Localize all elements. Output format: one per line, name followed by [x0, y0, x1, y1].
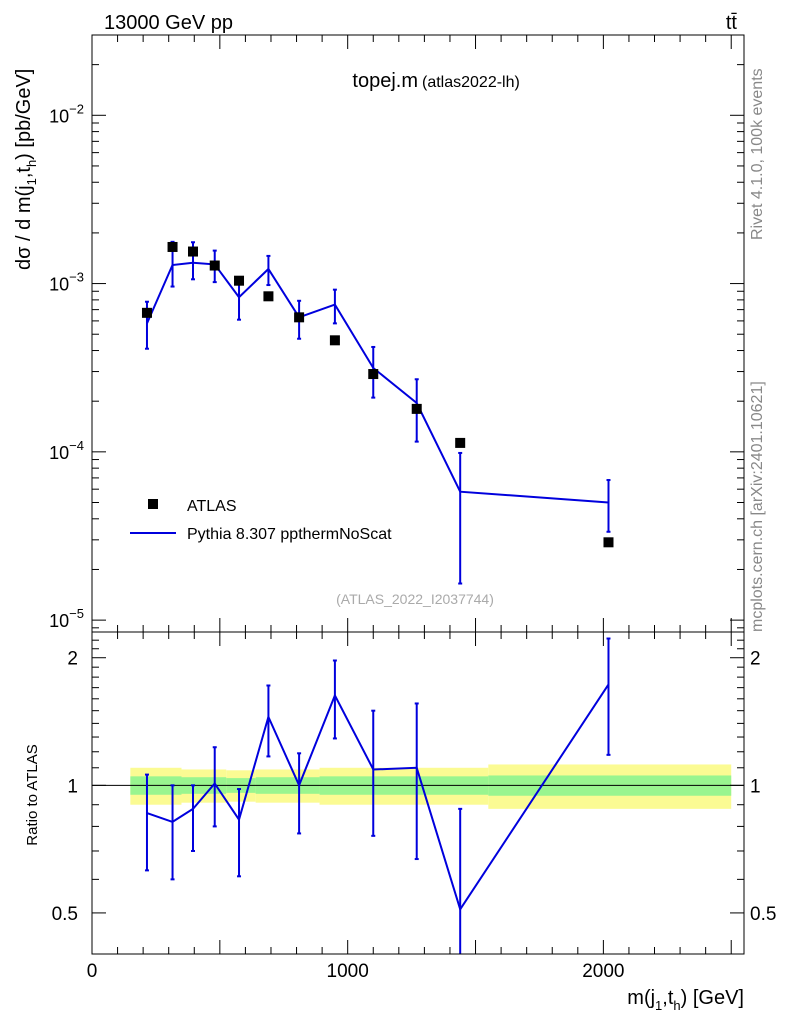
data-point: [294, 312, 305, 323]
legend-data-label: ATLAS: [187, 498, 237, 515]
ratio-y-ticks: 0.5 0.5 1 1 2 2: [52, 639, 776, 955]
x-axis-label: m(j1,th) [GeV]: [627, 987, 744, 1013]
main-plot-area: [141, 240, 614, 585]
plot-title: topej.m: [352, 70, 418, 92]
energy-label: 13000 GeV pp: [104, 12, 233, 34]
main-x-ticks: [91, 35, 732, 632]
ratio-x-ticks: 0 1000 2000: [87, 632, 732, 982]
x-tick-label: 2000: [582, 961, 624, 982]
process-label: tt̄: [726, 12, 738, 34]
ratio-series-line: [146, 683, 610, 912]
legend-data-marker: [148, 499, 158, 509]
ratio-bands: [130, 764, 732, 809]
main-y-tick-label: 10−2: [49, 101, 84, 126]
data-point: [603, 537, 614, 548]
ratio-y-tick-label-right: 0.5: [750, 904, 776, 925]
data-point: [167, 241, 178, 252]
rivet-label: Rivet 4.1.0, 100k events: [749, 68, 766, 240]
data-point: [263, 291, 274, 302]
data-point: [329, 335, 340, 346]
ratio-y-tick-label-left: 1: [67, 776, 78, 797]
data-point: [141, 307, 152, 318]
data-point: [187, 246, 198, 257]
mc-series-line: [146, 261, 609, 504]
ratio-y-tick-label-left: 2: [67, 649, 78, 670]
x-tick-label: 1000: [327, 961, 369, 982]
ratio-panel: 0.5 0.5 1 1 2 2 0 1000 2000 Ratio to ATLAS m(j1…: [24, 631, 776, 1013]
main-y-tick-label: 10−3: [49, 270, 84, 295]
main-panel: 10−210−310−410−5 topej.m (atlas2022-lh) …: [13, 34, 745, 633]
main-y-tick-label: 10−5: [49, 606, 84, 631]
data-point: [368, 369, 379, 380]
data-point: [455, 437, 466, 448]
plot-subtitle: (atlas2022-lh): [422, 74, 520, 91]
ratio-series-group: [144, 637, 611, 954]
data-point: [234, 275, 245, 286]
main-y-tick-label: 10−4: [49, 438, 84, 463]
data-point: [209, 260, 220, 271]
main-y-axis-label: dσ / d m(j1,th) [pb/GeV]: [13, 69, 39, 270]
ratio-plot-area: [144, 637, 611, 954]
main-y-ticks: 10−2 10−3 10−4 10−5: [49, 34, 744, 631]
x-tick-label: 0: [87, 961, 98, 982]
ratio-frame: [91, 631, 745, 955]
watermark: (ATLAS_2022_I2037744): [336, 591, 494, 607]
legend-mc-label: Pythia 8.307 ppthermNoScat: [187, 526, 392, 543]
data-point: [411, 403, 422, 414]
ratio-y-tick-label-left: 0.5: [52, 904, 78, 925]
ratio-y-tick-label-right: 1: [750, 776, 761, 797]
legend: ATLAS Pythia 8.307 ppthermNoScat: [130, 498, 392, 543]
ratio-y-tick-label-right: 2: [750, 649, 761, 670]
ratio-y-axis-label: Ratio to ATLAS: [24, 744, 41, 845]
mcplots-label: mcplots.cern.ch [arXiv:2401.10621]: [749, 381, 766, 632]
